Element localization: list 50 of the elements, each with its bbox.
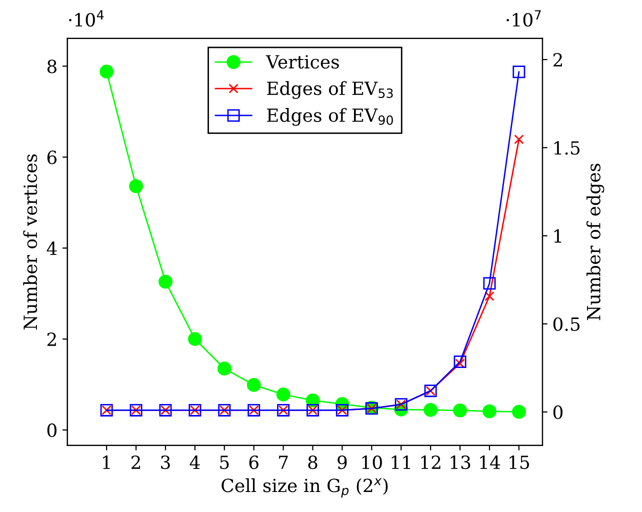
text: ·10$^{4}$ xyxy=(69,10,104,27)
legend-label: Edges of EV$_{53}$ xyxy=(267,81,393,99)
x-tick-label: 9 xyxy=(338,455,347,470)
point xyxy=(512,66,526,78)
point xyxy=(484,291,494,302)
point xyxy=(455,358,465,368)
point xyxy=(276,388,290,402)
point xyxy=(424,403,438,417)
y2-axis-title: Number of edges xyxy=(586,164,604,320)
point xyxy=(246,378,261,392)
x-axis-title: Cell size in G$_{p}$ (2$^{x}$) xyxy=(222,478,388,498)
y2-tick-label: 1 xyxy=(554,229,562,243)
point xyxy=(482,404,496,418)
x-tick-label: 10 xyxy=(362,455,382,470)
x-tick-label: 6 xyxy=(249,455,258,470)
x-tick-label: 12 xyxy=(421,455,440,469)
y2-tick-label: 0 xyxy=(553,405,562,420)
x-tick-label: 11 xyxy=(392,455,410,469)
point xyxy=(514,134,524,144)
x-tick-label: 7 xyxy=(279,456,288,469)
y-tick-label: 8 xyxy=(47,60,56,74)
x-tick-label: 1 xyxy=(103,455,110,469)
y-tick-label: 0 xyxy=(47,423,56,438)
point xyxy=(454,355,466,368)
point xyxy=(129,179,143,194)
point xyxy=(188,332,202,346)
point xyxy=(483,277,496,290)
point xyxy=(217,362,232,376)
y-tick-label: 2 xyxy=(47,332,56,346)
y2-tick-label: 0.5 xyxy=(553,317,580,331)
y2-tick-label: 2 xyxy=(553,53,562,66)
y-axis-title: Number of vertices xyxy=(23,154,38,330)
point xyxy=(512,404,526,419)
x-tick-label: 3 xyxy=(161,455,170,470)
point xyxy=(100,64,114,79)
x-tick-label: 15 xyxy=(510,455,530,470)
x-tick-label: 2 xyxy=(132,455,140,469)
legend-label: Edges of EV$_{90}$ xyxy=(267,108,393,126)
x-tick-label: 5 xyxy=(220,456,229,470)
point xyxy=(158,274,172,289)
x-tick-label: 14 xyxy=(480,455,500,469)
text: ·10$^{7}$ xyxy=(506,10,541,27)
x-tick-label: 8 xyxy=(308,455,318,470)
y-tick-label: 4 xyxy=(46,242,57,255)
legend-label: Vertices xyxy=(266,55,339,69)
x-tick-label: 13 xyxy=(450,455,470,470)
point xyxy=(453,403,467,418)
x-tick-label: 4 xyxy=(190,455,200,469)
y-tick-label: 6 xyxy=(47,150,57,164)
y2-tick-label: 1.5 xyxy=(554,141,580,155)
